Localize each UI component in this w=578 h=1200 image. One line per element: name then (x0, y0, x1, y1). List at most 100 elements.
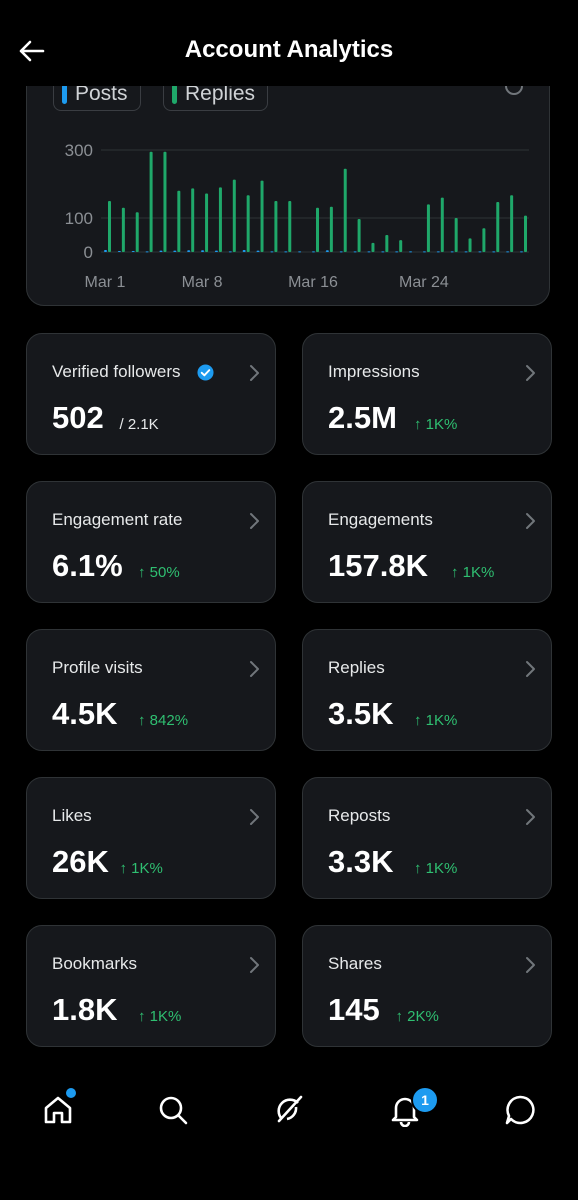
posts-bar (214, 250, 218, 252)
stat-label: Likes (52, 806, 92, 825)
search-icon (159, 1096, 188, 1125)
legend-posts-label: Posts (75, 82, 128, 105)
bar-chart: 300 100 0 Mar 1 Mar 8 Mar 16 Mar 24 (65, 141, 529, 291)
y-tick-label: 0 (84, 243, 93, 262)
legend-replies-label: Replies (185, 82, 256, 105)
posts-bar (159, 250, 163, 252)
stat-label: Profile visits (52, 658, 143, 677)
back-button[interactable] (14, 34, 48, 68)
chevron-right-icon (525, 512, 537, 535)
nav-search[interactable] (151, 1088, 195, 1132)
posts-bar (298, 251, 302, 253)
x-tick-label: Mar 8 (182, 274, 223, 291)
posts-bar (145, 251, 149, 253)
stat-label: Shares (328, 954, 382, 973)
posts-bar (339, 251, 343, 253)
stat-value: 157.8K (328, 548, 428, 583)
stat-change: ↑ 1K% (414, 416, 458, 433)
stat-label: Impressions (328, 362, 420, 381)
posts-bar (381, 251, 385, 253)
stat-value: 4.5K (52, 696, 118, 731)
replies-bar (454, 218, 458, 252)
posts-bar (187, 250, 191, 252)
posts-bar (436, 251, 440, 253)
replies-bar (191, 188, 195, 252)
replies-bar (399, 240, 403, 252)
verified-badge-icon (197, 364, 214, 381)
posts-bar (520, 251, 523, 253)
chevron-right-icon (249, 364, 261, 387)
replies-bar (468, 238, 472, 252)
posts-bar (228, 251, 232, 253)
posts-bar (256, 250, 260, 252)
replies-bar (288, 201, 292, 252)
x-tick-label: Mar 24 (399, 274, 449, 291)
stat-change: ↑ 1K% (119, 860, 163, 877)
stat-value: 3.3K (328, 844, 394, 879)
chevron-right-icon (249, 808, 261, 831)
messages-icon (505, 1095, 535, 1125)
posts-bar (478, 251, 482, 253)
posts-bar (270, 251, 274, 253)
stat-change: ↑ 1K% (138, 1008, 182, 1025)
stat-change: ↑ 50% (138, 564, 180, 581)
stat-card-reposts[interactable]: Reposts 3.3K ↑ 1K% (302, 777, 552, 899)
stat-value: 502 (52, 400, 104, 435)
x-tick-label: Mar 16 (288, 274, 338, 291)
chevron-right-icon (525, 808, 537, 831)
replies-bar (274, 201, 278, 252)
stat-card-replies[interactable]: Replies 3.5K ↑ 1K% (302, 629, 552, 751)
replies-bar (205, 193, 209, 252)
stat-change: ↑ 1K% (414, 860, 458, 877)
posts-bar (450, 251, 454, 253)
replies-bar (496, 202, 500, 252)
stat-card-shares[interactable]: Shares 145 ↑ 2K% (302, 925, 552, 1047)
stat-label: Verified followers (52, 362, 181, 381)
nav-home[interactable] (36, 1088, 80, 1132)
stat-card-verified-followers[interactable]: Verified followers 502 / 2.1K (26, 333, 276, 455)
replies-bar (149, 151, 153, 252)
stat-card-impressions[interactable]: Impressions 2.5M ↑ 1K% (302, 333, 552, 455)
posts-bar (464, 251, 468, 253)
x-tick-label: Mar 1 (85, 274, 126, 291)
home-new-dot (66, 1088, 76, 1098)
posts-bar (395, 251, 399, 253)
posts-bar (131, 250, 135, 252)
nav-grok[interactable] (267, 1088, 311, 1132)
chevron-right-icon (249, 956, 261, 979)
posts-bar (422, 251, 426, 253)
replies-bar (482, 228, 486, 252)
nav-notifications[interactable] (383, 1088, 427, 1132)
home-icon (44, 1096, 72, 1124)
stat-value: 1.8K (52, 992, 118, 1027)
nav-messages[interactable] (498, 1088, 542, 1132)
bottom-navigation: 1 (0, 1068, 578, 1158)
posts-swatch (62, 84, 67, 104)
posts-bar (353, 251, 357, 253)
replies-bar (218, 187, 222, 252)
stat-label: Bookmarks (52, 954, 138, 973)
replies-bar (316, 207, 319, 252)
page-title: Account Analytics (184, 36, 394, 63)
posts-bar (367, 251, 371, 253)
stat-card-engagement-rate[interactable]: Engagement rate 6.1% ↑ 50% (26, 481, 276, 603)
notification-badge: 1 (411, 1086, 439, 1114)
replies-bar (343, 168, 347, 252)
stat-label: Replies (328, 658, 385, 677)
stat-card-engagements[interactable]: Engagements 157.8K ↑ 1K% (302, 481, 552, 603)
stat-change: ↑ 842% (138, 712, 189, 729)
replies-bar (121, 207, 125, 252)
back-arrow-icon (19, 40, 45, 62)
bell-icon (391, 1097, 419, 1127)
replies-bar (510, 195, 514, 252)
stat-value: 26K (52, 844, 109, 879)
stat-card-likes[interactable]: Likes 26K ↑ 1K% (26, 777, 276, 899)
stat-card-profile-visits[interactable]: Profile visits 4.5K ↑ 842% (26, 629, 276, 751)
stat-change: ↑ 2K% (395, 1008, 439, 1025)
posts-bar (492, 251, 496, 253)
stat-change: ↑ 1K% (414, 712, 458, 729)
posts-bar (312, 251, 315, 253)
stat-card-bookmarks[interactable]: Bookmarks 1.8K ↑ 1K% (26, 925, 276, 1047)
replies-bar (357, 219, 361, 252)
replies-bar (329, 206, 333, 252)
